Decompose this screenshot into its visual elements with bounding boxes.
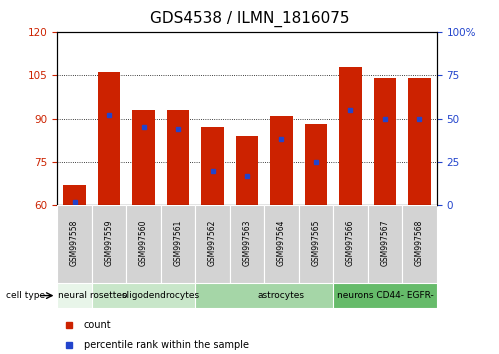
Bar bbox=[132, 110, 155, 205]
Bar bbox=[374, 78, 396, 205]
Bar bbox=[92, 283, 230, 308]
Bar bbox=[368, 205, 402, 283]
Text: GSM997564: GSM997564 bbox=[277, 219, 286, 266]
Bar bbox=[402, 205, 437, 283]
Bar bbox=[57, 283, 126, 308]
Text: GSM997565: GSM997565 bbox=[311, 219, 320, 266]
Text: GSM997563: GSM997563 bbox=[243, 219, 251, 266]
Bar bbox=[195, 205, 230, 283]
Text: GSM997561: GSM997561 bbox=[174, 219, 183, 266]
Bar bbox=[299, 205, 333, 283]
Text: GSM997567: GSM997567 bbox=[380, 219, 389, 266]
Text: GSM997566: GSM997566 bbox=[346, 219, 355, 266]
Bar bbox=[230, 205, 264, 283]
Bar bbox=[339, 67, 362, 205]
Bar bbox=[270, 116, 293, 205]
Text: astrocytes: astrocytes bbox=[258, 291, 305, 300]
Text: GSM997560: GSM997560 bbox=[139, 219, 148, 266]
Bar bbox=[57, 205, 92, 283]
Bar bbox=[305, 124, 327, 205]
Text: neurons CD44- EGFR-: neurons CD44- EGFR- bbox=[336, 291, 433, 300]
Text: percentile rank within the sample: percentile rank within the sample bbox=[84, 340, 249, 350]
Text: count: count bbox=[84, 320, 112, 330]
Bar bbox=[126, 205, 161, 283]
Bar bbox=[236, 136, 258, 205]
Bar bbox=[167, 110, 189, 205]
Bar bbox=[98, 72, 120, 205]
Bar bbox=[92, 205, 126, 283]
Bar bbox=[63, 185, 86, 205]
Text: GSM997562: GSM997562 bbox=[208, 219, 217, 266]
Text: neural rosettes: neural rosettes bbox=[57, 291, 126, 300]
Bar bbox=[195, 283, 368, 308]
Bar bbox=[333, 283, 437, 308]
Bar bbox=[161, 205, 195, 283]
Bar bbox=[264, 205, 299, 283]
Text: oligodendrocytes: oligodendrocytes bbox=[122, 291, 200, 300]
Text: GSM997559: GSM997559 bbox=[105, 219, 114, 266]
Text: GSM997558: GSM997558 bbox=[70, 219, 79, 266]
Text: GSM997568: GSM997568 bbox=[415, 219, 424, 266]
Bar bbox=[333, 205, 368, 283]
Text: cell type: cell type bbox=[6, 291, 45, 300]
Bar bbox=[201, 127, 224, 205]
Text: GDS4538 / ILMN_1816075: GDS4538 / ILMN_1816075 bbox=[150, 11, 349, 27]
Bar bbox=[408, 78, 431, 205]
